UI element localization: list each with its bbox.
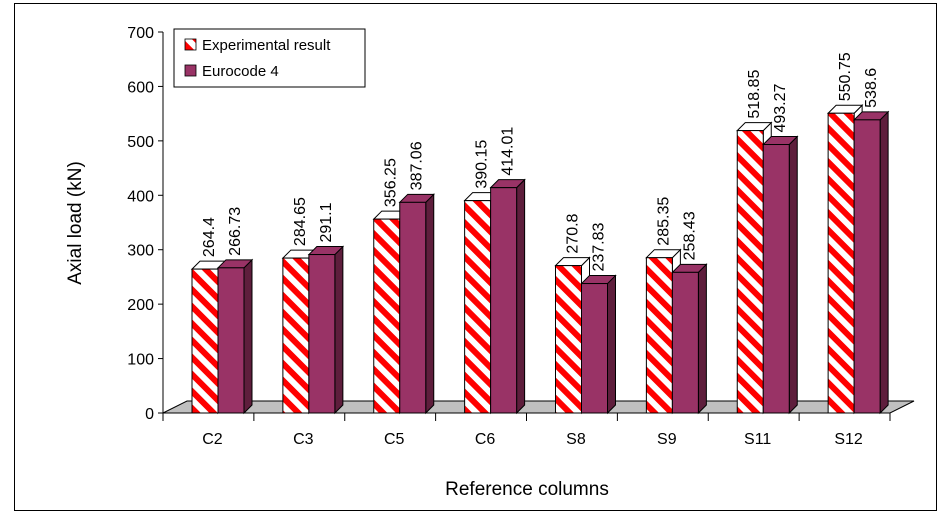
y-axis: 0 100 200 300 400 500 600 700: [127, 25, 164, 423]
floor-slab: [162, 400, 915, 414]
y-tick-label: 300: [127, 243, 154, 260]
bars: [190, 104, 890, 415]
data-label-eurocode-S9: 258.43: [681, 211, 698, 260]
x-tick-label: C6: [475, 431, 496, 448]
legend-swatch-eurocode: [184, 64, 197, 77]
bar-eurocode-S8: [580, 274, 617, 415]
x-tick-label: S11: [744, 431, 771, 448]
bar-eurocode-S11: [762, 135, 799, 415]
y-tick-label: 700: [127, 25, 154, 42]
legend-label-eurocode: Eurocode 4: [202, 63, 279, 80]
data-label-experimental-S8: 270.8: [565, 213, 582, 253]
data-label-eurocode-C3: 291.1: [318, 202, 335, 242]
y-tick-label: 200: [127, 297, 154, 314]
data-label-eurocode-C6: 414.01: [500, 127, 517, 176]
x-tick-label: C5: [384, 431, 405, 448]
y-tick-label: 500: [127, 134, 154, 151]
data-label-eurocode-S11: 493.27: [772, 83, 789, 132]
bar-eurocode-C2: [216, 258, 254, 415]
y-tick-label: 400: [127, 188, 154, 205]
y-tick-label: 600: [127, 79, 154, 96]
x-tick-label: C2: [202, 431, 223, 448]
data-label-experimental-C2: 264.4: [201, 217, 218, 257]
data-label-eurocode-C2: 266.73: [227, 207, 244, 256]
legend-box: [173, 28, 366, 88]
x-tick-label: S9: [657, 431, 677, 448]
data-label-experimental-S11: 518.85: [746, 70, 763, 119]
x-axis-title: Reference columns: [445, 479, 609, 500]
x-tick-label: S8: [566, 431, 586, 448]
bar-experimental-S9: [645, 248, 682, 415]
data-labels: 264.4 266.73 284.65 291.1 356.25 387.06 390.15…: [201, 52, 880, 271]
x-tick-label: C3: [293, 431, 314, 448]
data-label-experimental-S9: 285.35: [655, 197, 672, 246]
data-label-eurocode-S12: 538.6: [863, 68, 880, 108]
bar-eurocode-C6: [489, 178, 526, 415]
data-label-eurocode-C5: 387.06: [409, 141, 426, 190]
bar-eurocode-C5: [398, 193, 435, 415]
bar-eurocode-C3: [307, 245, 345, 415]
data-label-experimental-C3: 284.65: [292, 197, 309, 246]
chart-floor: [162, 400, 915, 414]
y-axis-title: Axial load (kN): [65, 161, 86, 285]
legend-label-experimental: Experimental result: [202, 37, 331, 54]
bar-eurocode-S9: [671, 263, 708, 415]
data-label-experimental-C5: 356.25: [383, 158, 400, 207]
data-label-experimental-C6: 390.15: [474, 140, 491, 189]
data-label-eurocode-S8: 237.83: [591, 223, 608, 272]
legend: Experimental result Eurocode 4: [173, 28, 366, 88]
x-tick-label: S12: [834, 431, 863, 448]
legend-swatch-experimental: [184, 38, 197, 51]
y-tick-label: 0: [145, 406, 154, 423]
data-label-experimental-S12: 550.75: [837, 52, 854, 101]
bar-eurocode-S12: [852, 110, 890, 415]
x-axis: C2 C3 C5 C6 S8 S9 S11 S12: [162, 412, 891, 448]
y-tick-label: 100: [127, 352, 154, 369]
